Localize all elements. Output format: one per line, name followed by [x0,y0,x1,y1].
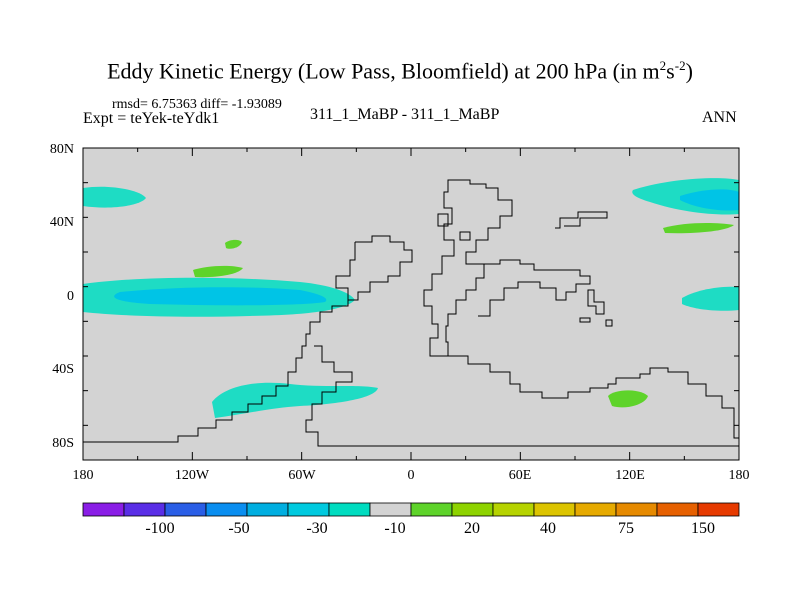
lon-label-60w: 60W [288,468,316,483]
colorbar-box-7 [328,502,371,517]
europe-islands [437,213,471,241]
colorbar-box-8 [369,502,412,517]
stats-text: rmsd= 6.75363 diff= -1.93089 [112,97,282,112]
colorbar-box-11 [492,502,535,517]
colorbar-box-2 [123,502,166,517]
season-label: ANN [702,109,737,126]
maritime-islands [579,289,613,327]
africa-eurasia [423,179,513,357]
colorbar-label-2: -50 [228,520,250,537]
colorbar-label-8: 150 [691,520,715,537]
lon-label-180e: 180 [728,468,750,483]
colorbar-box-6 [287,502,330,517]
colorbar-box-12 [533,502,576,517]
lon-label-0: 0 [407,468,415,483]
lon-label-120w: 120W [174,468,210,483]
nw-cyan-patch [83,186,146,208]
colorbar-label-4: -10 [384,520,406,537]
lat-label-40s: 40S [52,362,74,377]
colorbar-box-16 [697,502,740,517]
colorbar-box-14 [615,502,658,517]
green-patch-ne [663,223,734,234]
map-ticks [82,147,740,461]
colorbar-label-7: 75 [618,520,634,537]
lon-label-180w: 180 [72,468,94,483]
lat-label-0: 0 [67,289,74,304]
plot-title: Eddy Kinetic Energy (Low Pass, Bloomfiel… [107,58,693,84]
lon-label-120e: 120E [615,468,645,483]
colorbar-box-15 [656,502,699,517]
australia-outline [448,355,739,439]
green-patch-small [225,239,242,249]
continent-outlines [83,179,739,447]
lon-label-60e: 60E [508,468,532,483]
north-america-west [335,242,356,300]
green-patch-west [193,265,243,278]
americas-outline [83,235,413,443]
colorbar-label-1: -100 [145,520,175,537]
equatorial-blue-core [114,287,327,306]
colorbar-box-1 [82,502,125,517]
lat-label-40n: 40N [49,215,74,230]
lat-label-80n: 80N [49,142,74,157]
colorbar-box-3 [164,502,207,517]
colorbar-box-9 [410,502,453,517]
colorbar-box-13 [574,502,617,517]
ne-blue-core [680,189,739,211]
e-equator-cyan [682,286,739,311]
colorbar [82,502,740,517]
experiment-label: Expt = teYek-teYdk1 [83,110,220,127]
asia-outline [478,259,591,317]
colorbar-label-5: 20 [464,520,480,537]
colorbar-label-3: -30 [306,520,328,537]
colorbar-label-6: 40 [540,520,556,537]
colorbar-box-4 [205,502,248,517]
colorbar-box-5 [246,502,289,517]
green-patch-south [608,390,648,408]
south-america-west [305,345,739,447]
colorbar-box-10 [451,502,494,517]
case-label: 311_1_MaBP - 311_1_MaBP [310,106,500,123]
lat-label-80s: 80S [52,436,74,451]
asia-north [555,211,608,229]
